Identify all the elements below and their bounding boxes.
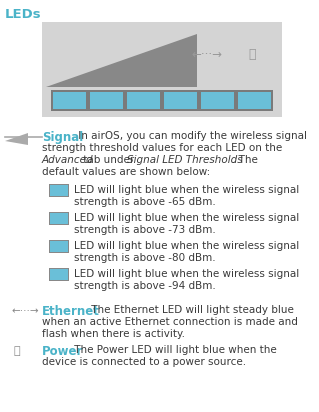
Bar [49, 184, 69, 197]
Bar [50, 213, 68, 224]
Bar [125, 90, 162, 111]
Bar [50, 269, 68, 280]
Text: LEDs: LEDs [5, 8, 41, 21]
Text: strength is above -73 dBm.: strength is above -73 dBm. [74, 225, 216, 235]
Bar [162, 90, 199, 111]
Text: ⏻: ⏻ [14, 346, 21, 356]
Text: ⏻: ⏻ [248, 47, 256, 61]
Text: The Power LED will light blue when the: The Power LED will light blue when the [71, 345, 277, 355]
Text: LED will light blue when the wireless signal: LED will light blue when the wireless si… [74, 241, 299, 251]
Bar [51, 90, 88, 111]
Text: strength threshold values for each LED on the: strength threshold values for each LED o… [42, 143, 282, 153]
Text: Advanced: Advanced [42, 155, 93, 165]
Text: strength is above -65 dBm.: strength is above -65 dBm. [74, 197, 216, 207]
Text: tab under: tab under [80, 155, 137, 165]
Text: strength is above -80 dBm.: strength is above -80 dBm. [74, 253, 216, 263]
Text: LED will light blue when the wireless signal: LED will light blue when the wireless si… [74, 213, 299, 223]
Text: Power: Power [42, 345, 83, 358]
Text: when an active Ethernet connection is made and: when an active Ethernet connection is ma… [42, 317, 298, 327]
Text: ←···→: ←···→ [191, 47, 222, 61]
Text: LED will light blue when the wireless signal: LED will light blue when the wireless si… [74, 185, 299, 195]
Bar [53, 92, 86, 109]
Text: flash when there is activity.: flash when there is activity. [42, 329, 185, 339]
Bar [164, 92, 197, 109]
Bar [236, 90, 273, 111]
Text: Signal: Signal [42, 131, 83, 144]
Text: LED will light blue when the wireless signal: LED will light blue when the wireless si… [74, 269, 299, 279]
Text: strength is above -94 dBm.: strength is above -94 dBm. [74, 281, 216, 291]
Bar [88, 90, 125, 111]
Text: device is connected to a power source.: device is connected to a power source. [42, 357, 246, 367]
Text: In airOS, you can modify the wireless signal: In airOS, you can modify the wireless si… [75, 131, 307, 141]
Bar [127, 92, 160, 109]
Text: Ethernet: Ethernet [42, 305, 100, 318]
Bar [49, 240, 69, 253]
Polygon shape [5, 133, 28, 145]
Text: ←···→: ←···→ [12, 306, 40, 316]
Bar [199, 90, 236, 111]
Bar [49, 212, 69, 225]
Bar [42, 22, 282, 117]
Polygon shape [46, 34, 197, 87]
Bar [90, 92, 123, 109]
Text: . The: . The [232, 155, 258, 165]
Bar [50, 185, 68, 196]
Bar [201, 92, 234, 109]
Bar [238, 92, 271, 109]
Text: default values are shown below:: default values are shown below: [42, 167, 210, 177]
Text: Signal LED Thresholds: Signal LED Thresholds [127, 155, 243, 165]
Bar [49, 268, 69, 281]
Bar [50, 241, 68, 252]
Text: The Ethernet LED will light steady blue: The Ethernet LED will light steady blue [88, 305, 294, 315]
